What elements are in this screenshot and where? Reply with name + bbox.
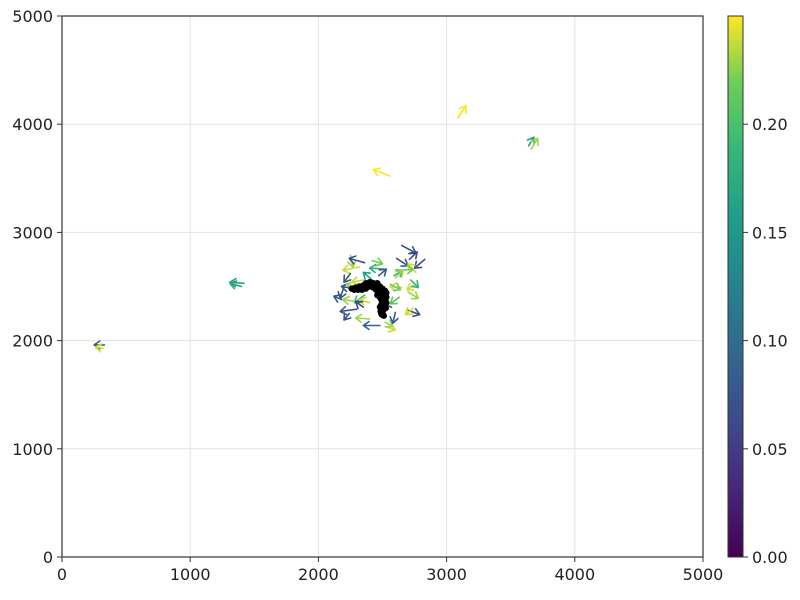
data-point xyxy=(382,304,389,312)
quiver-arrow xyxy=(394,269,404,279)
x-tick-label: 5000 xyxy=(683,565,724,584)
quiver-arrow xyxy=(94,343,104,353)
data-point xyxy=(383,299,390,306)
quiver-arrow xyxy=(358,296,371,306)
colorbar xyxy=(727,15,744,558)
colorbar-tick-label: 0.20 xyxy=(752,115,788,134)
quiver-arrow xyxy=(333,294,343,303)
quiver-arrow xyxy=(371,257,384,267)
quiver-arrow xyxy=(337,285,347,300)
data-point xyxy=(351,286,358,293)
quiver-arrow xyxy=(407,291,420,300)
y-tick-label: 2000 xyxy=(12,332,53,351)
quiver-arrow xyxy=(354,313,371,324)
colorbar-tick-label: 0.10 xyxy=(752,332,788,351)
quiver-arrow xyxy=(348,255,366,265)
y-tick-label: 1000 xyxy=(12,440,53,459)
x-tick-label: 0 xyxy=(57,565,67,584)
y-tick-label: 3000 xyxy=(12,223,53,242)
quiver-arrow xyxy=(409,279,420,289)
quiver-arrow xyxy=(362,271,373,281)
x-tick-label: 2000 xyxy=(298,565,339,584)
quiver-arrow xyxy=(229,280,243,290)
arrows-layer xyxy=(93,105,539,353)
quiver-arrow xyxy=(458,105,467,117)
x-axis-ticks: 0 1000 2000 3000 4000 5000 xyxy=(57,557,723,584)
quiver-arrow xyxy=(362,320,381,331)
y-tick-label: 5000 xyxy=(12,7,53,26)
quiver-arrow xyxy=(343,312,352,321)
y-axis-ticks: 0 1000 2000 3000 4000 5000 xyxy=(12,7,62,567)
quiver-arrow xyxy=(384,319,394,328)
points-layer xyxy=(348,278,390,319)
quiver-arrow xyxy=(408,251,418,261)
quiver-arrow xyxy=(342,264,361,274)
y-tick-label: 0 xyxy=(43,548,53,567)
quiver-arrow xyxy=(342,295,358,306)
plot-frame xyxy=(61,15,704,558)
y-tick-label: 4000 xyxy=(12,115,53,134)
quiver-arrow xyxy=(530,137,539,150)
quiver-arrow xyxy=(395,257,409,267)
colorbar-ticks: 0.00 0.05 0.10 0.15 0.20 xyxy=(743,115,788,567)
quiver-arrow xyxy=(377,268,388,277)
x-tick-label: 4000 xyxy=(554,565,595,584)
quiver-arrow xyxy=(343,272,352,283)
x-tick-label: 1000 xyxy=(170,565,211,584)
quiver-arrow xyxy=(372,167,391,177)
data-point xyxy=(378,310,385,317)
colorbar-tick-label: 0.00 xyxy=(752,548,788,567)
quiver-arrow xyxy=(389,282,402,292)
quiver-arrow xyxy=(354,300,365,309)
colorbar-tick-label: 0.15 xyxy=(752,223,788,242)
data-point xyxy=(362,280,370,287)
quiver-arrow xyxy=(350,276,365,286)
quiver-arrow xyxy=(389,311,399,325)
x-tick-label: 3000 xyxy=(426,565,467,584)
quiver-arrow xyxy=(413,258,426,269)
quiver-arrow xyxy=(389,296,400,305)
quiver-arrow xyxy=(404,307,415,316)
colorbar-tick-label: 0.05 xyxy=(752,440,788,459)
